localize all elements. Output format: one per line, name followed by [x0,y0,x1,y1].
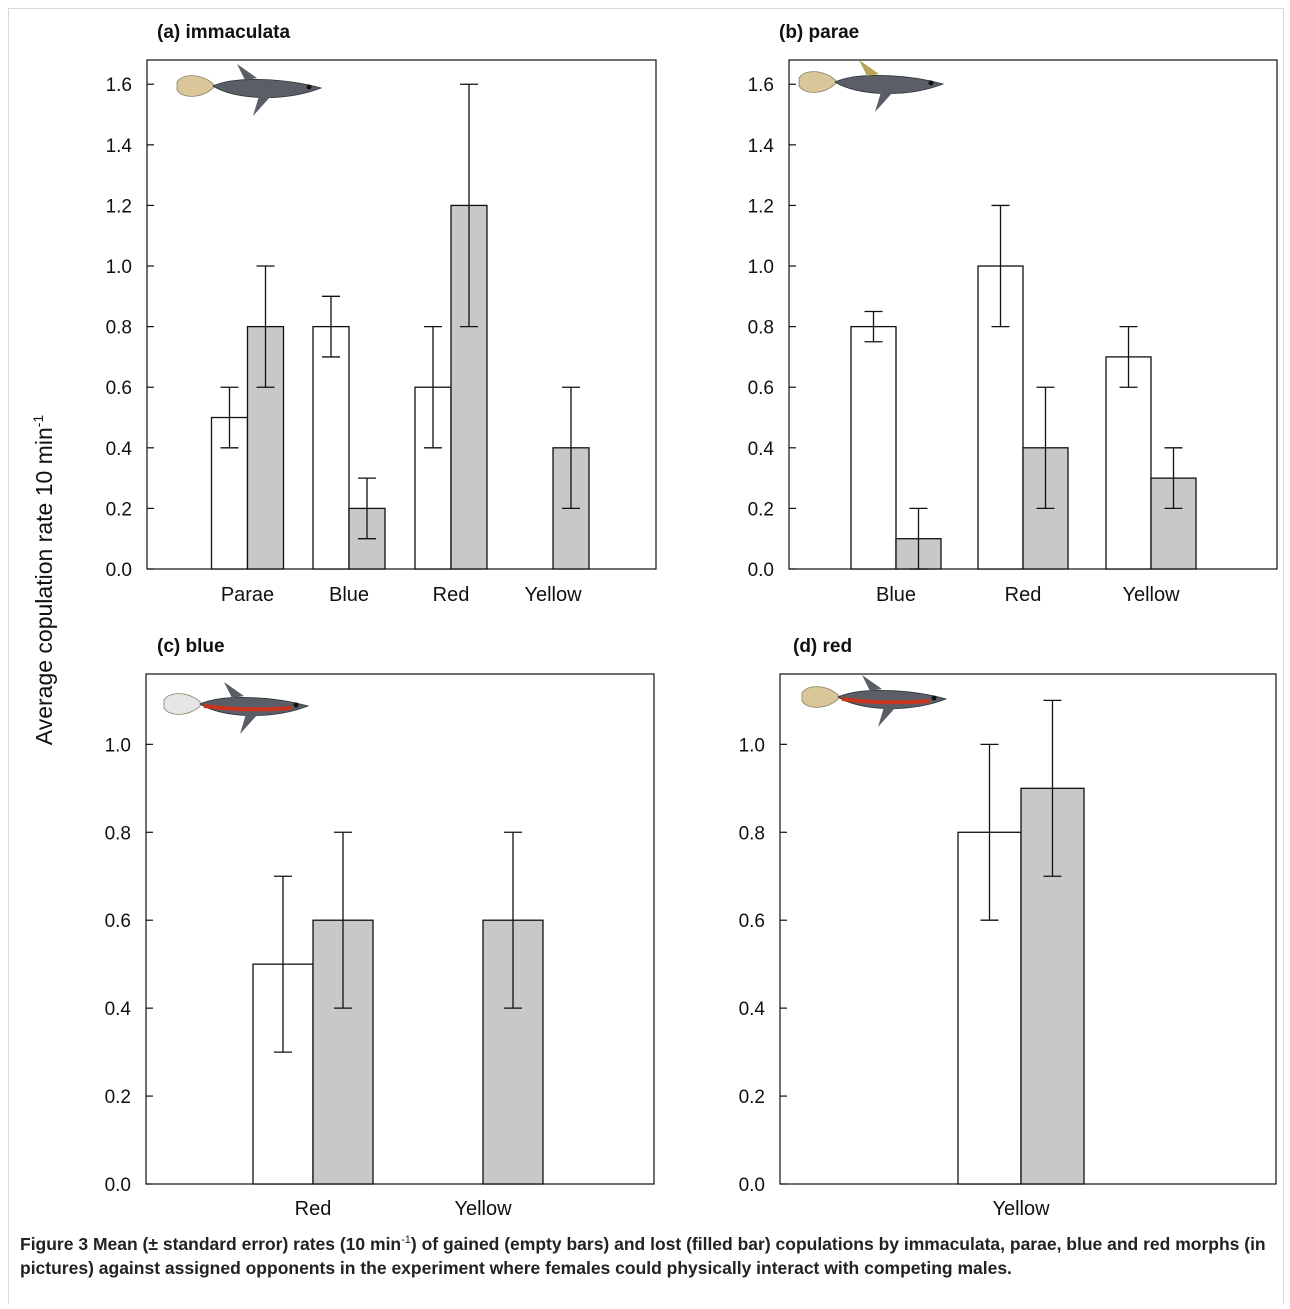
y-tick-label: 0.8 [105,823,131,844]
x-tick-label: Yellow [454,1198,512,1220]
fish-eye-shape [931,695,937,701]
chart-panel: (b) parae 0.0 0.2 0.4 0.6 0.8 1.0 1.2 1.4 1.6 Blue… [748,22,1278,606]
chart-panel: (a) immaculata 0.0 0.2 0.4 0.6 0.8 1.0 1.2 1.4 1.… [106,22,657,606]
y-tick-label: 0.0 [748,560,774,581]
x-tick-label: Parae [221,584,274,606]
blue-fish-icon [163,682,310,734]
fish-anal-fin-shape [878,707,896,727]
immaculata-fish-icon [176,64,323,116]
y-tick-label: 1.6 [748,75,774,96]
x-tick-label: Yellow [992,1198,1050,1220]
figure-chart: Average copulation rate 10 min-1 (a) imm… [30,22,1278,1220]
x-tick-label: Blue [876,584,916,606]
fish-body-shape [837,690,948,709]
y-tick-label: 1.2 [106,196,132,217]
y-tick-label: 0.6 [105,911,131,932]
plot-frame [146,59,657,570]
bar-gained [312,325,350,570]
x-tick-label: Red [295,1198,332,1220]
y-tick-label: 0.0 [739,1175,765,1196]
fish-anal-fin-shape [875,92,893,112]
fish-dorsal-fin-shape [859,60,879,76]
x-tick-label: Yellow [524,584,582,606]
caption-sup: -1 [401,1234,411,1246]
fish-anal-fin-shape [253,96,271,116]
y-tick-label: 1.2 [748,196,774,217]
fish-body-shape [212,79,323,98]
fish-tail-shape [176,75,216,97]
fish-tail-shape [801,686,841,708]
caption-lead: Figure 3 [20,1233,89,1254]
caption-body-2: ) of gained (empty bars) and lost (fille… [20,1233,1266,1278]
y-tick-label: 0.8 [739,823,765,844]
y-tick-label: 0.8 [106,318,132,339]
y-tick-label: 0.2 [748,499,774,520]
y-tick-label: 0.6 [748,378,774,399]
fish-body-shape [834,75,945,94]
chart-panel: (c) blue 0.0 0.2 0.4 0.6 0.8 1.0 Red Yellow [105,636,655,1220]
y-tick-label: 0.2 [106,499,132,520]
x-tick-label: Blue [329,584,369,606]
fish-eye-shape [293,702,299,708]
y-tick-label: 1.6 [106,75,132,96]
fish-tail-shape [798,71,838,93]
y-tick-label: 1.4 [748,136,775,157]
bar-gained [1105,356,1152,570]
y-tick-label: 1.4 [106,136,133,157]
caption-body-1: Mean (± standard error) rates (10 min [92,1233,402,1254]
y-tick-label: 0.4 [105,999,132,1020]
y-tick-label: 0.2 [105,1087,131,1108]
figure-caption: Figure 3 Mean (± standard error) rates (… [20,1228,1270,1280]
y-tick-label: 0.2 [739,1087,765,1108]
y-tick-label: 0.4 [106,439,133,460]
panel-title: (d) red [793,636,852,657]
plot-frame [145,673,655,1185]
x-tick-label: Red [433,584,470,606]
y-tick-label: 1.0 [748,257,774,278]
x-tick-label: Red [1005,584,1042,606]
y-tick-label: 0.6 [739,911,765,932]
fish-dorsal-fin-shape [862,675,882,691]
fish-stripe-shape [841,697,931,705]
fish-stripe-shape [203,704,293,712]
red-fish-icon [801,675,948,727]
fish-anal-fin-shape [240,714,258,734]
fish-dorsal-fin-shape [224,682,244,698]
y-axis-label: Average copulation rate 10 min-1 [30,415,57,746]
y-tick-label: 0.0 [105,1175,131,1196]
bar-lost [246,325,285,570]
y-tick-label: 0.8 [748,318,774,339]
panel-title: (c) blue [157,636,225,657]
fish-tail-shape [163,693,203,715]
fish-dorsal-fin-shape [237,64,257,80]
panel-title: (b) parae [779,22,859,43]
y-tick-label: 1.0 [105,735,131,756]
parae-fish-icon [798,60,945,112]
bar-gained [850,325,897,570]
figure-frame [8,8,1284,1304]
y-tick-label: 0.4 [748,439,775,460]
fish-eye-shape [928,80,934,86]
y-tick-label: 0.6 [106,378,132,399]
fish-body-shape [199,697,310,716]
chart-panel: (d) red 0.0 0.2 0.4 0.6 0.8 1.0 Yellow [739,636,1277,1220]
y-tick-label: 0.4 [739,999,766,1020]
y-tick-label: 0.0 [106,560,132,581]
y-tick-label: 1.0 [106,257,132,278]
fish-eye-shape [306,84,312,90]
y-tick-label: 1.0 [739,735,765,756]
panel-title: (a) immaculata [157,22,290,43]
x-tick-label: Yellow [1122,584,1180,606]
